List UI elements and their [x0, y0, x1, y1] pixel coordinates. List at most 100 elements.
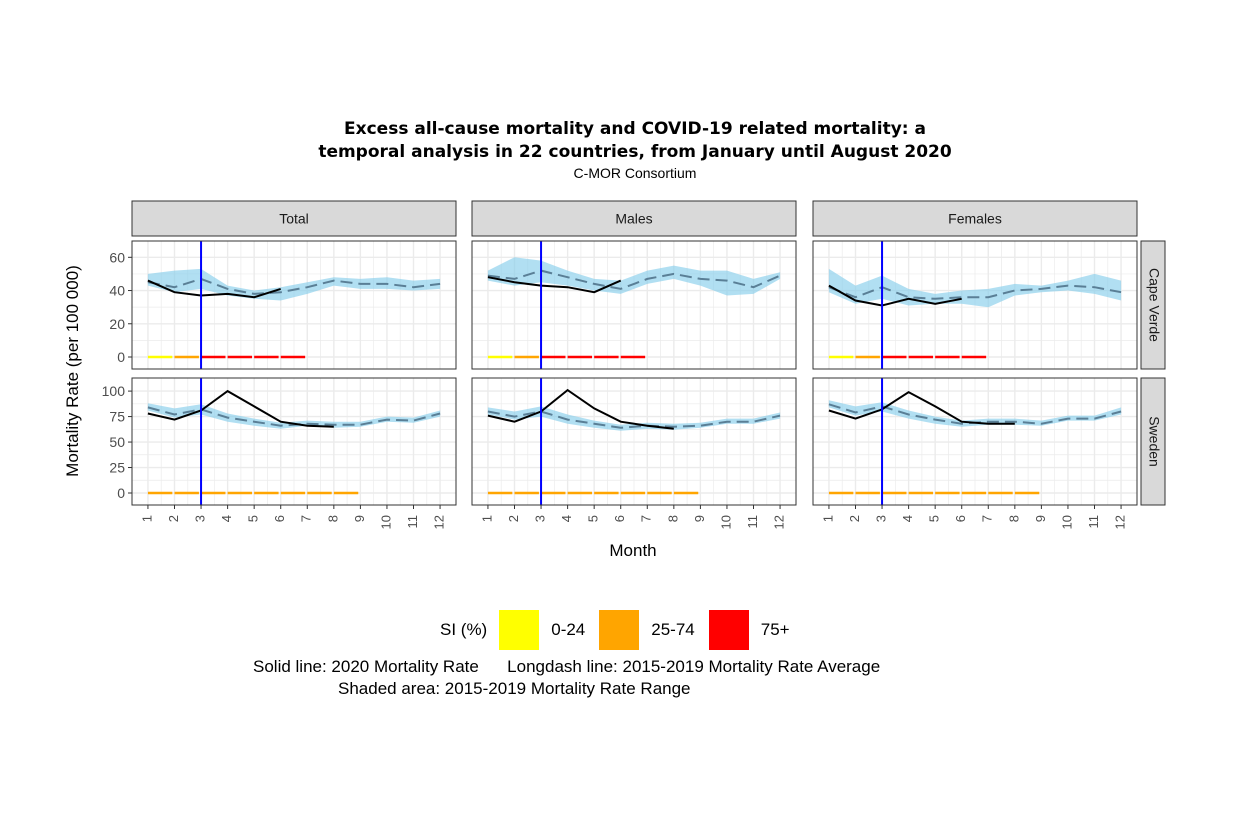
facet-strip-box	[131, 200, 457, 237]
x-tick-label: 10	[1059, 515, 1074, 529]
y-tick-label: 40	[109, 283, 125, 299]
x-tick-label: 1	[479, 515, 494, 522]
x-tick-label: 10	[378, 515, 393, 529]
y-tick-label: 25	[109, 460, 125, 476]
facet-strip-label-females: Females	[948, 211, 1002, 227]
panel-border	[131, 377, 457, 506]
x-tick-label: 12	[432, 515, 447, 529]
facet-row-strip-label-cape-verde: Cape Verde	[1146, 268, 1162, 342]
faceted-line-chart: Mortality Rate (per 100 000) Month Total…	[63, 200, 1166, 560]
y-tick-label: 50	[109, 434, 125, 450]
y-tick-label: 20	[109, 316, 125, 332]
facet-row-strip-sweden: Sweden	[1140, 377, 1166, 506]
chart-subtitle: C-MOR Consortium	[573, 165, 697, 181]
actual-2020-line	[487, 388, 674, 430]
x-tick-label: 8	[1006, 515, 1021, 522]
x-tick-label: 2	[166, 515, 181, 522]
panel-border	[812, 240, 1138, 370]
chart-title-line-2: temporal analysis in 22 countries, from …	[318, 142, 952, 162]
chart-title-line-1: Excess all-cause mortality and COVID-19 …	[344, 119, 926, 139]
x-tick-label: 7	[980, 515, 995, 522]
x-tick-label: 12	[772, 515, 787, 529]
x-tick-label: 2	[847, 515, 862, 522]
range-band	[828, 268, 1122, 308]
panel-border	[131, 240, 457, 370]
legend-key-25-74	[599, 610, 640, 650]
panel-sweden-males	[471, 377, 797, 506]
x-tick-label: 5	[927, 515, 942, 522]
si-legend: SI (%) 0-24 25-74 75+	[440, 610, 804, 650]
x-tick-label: 9	[692, 515, 707, 522]
x-tick-label: 5	[586, 515, 601, 522]
facet-strip-total: Total	[131, 200, 457, 237]
average-line	[147, 277, 441, 295]
facet-row-strip-box	[1140, 377, 1166, 506]
actual-2020-line	[828, 284, 962, 307]
x-tick-label: 6	[612, 515, 627, 522]
average-line	[487, 269, 781, 290]
range-band	[147, 268, 441, 301]
x-tick-label: 3	[192, 515, 207, 522]
panel-cape-verde-total	[131, 240, 457, 370]
x-tick-label: 4	[559, 515, 574, 522]
x-tick-label: 6	[272, 515, 287, 522]
x-tick-label: 6	[953, 515, 968, 522]
x-tick-label: 12	[1113, 515, 1128, 529]
y-axis-label: Mortality Rate (per 100 000)	[63, 265, 82, 477]
x-tick-label: 4	[219, 515, 234, 522]
y-tick-label: 75	[109, 409, 125, 425]
panel-cape-verde-females	[812, 240, 1138, 370]
panel-cape-verde-males	[471, 240, 797, 370]
actual-2020-line	[487, 276, 622, 294]
legend-label-25-74: 25-74	[651, 620, 695, 639]
facet-strip-females: Females	[812, 200, 1138, 237]
y-tick-label: 0	[117, 349, 125, 365]
x-tick-label: 7	[299, 515, 314, 522]
facet-row-strip-label-sweden: Sweden	[1146, 416, 1162, 467]
x-tick-label: 2	[506, 515, 521, 522]
x-tick-label: 10	[718, 515, 733, 529]
actual-2020-line	[147, 389, 334, 428]
x-tick-label: 5	[246, 515, 261, 522]
x-tick-label: 3	[873, 515, 888, 522]
facet-strip-label-total: Total	[279, 211, 309, 227]
x-axis-label: Month	[609, 541, 656, 560]
y-tick-label: 0	[117, 485, 125, 501]
x-tick-label: 7	[639, 515, 654, 522]
x-tick-label: 11	[1086, 515, 1101, 529]
range-band	[828, 400, 1122, 427]
x-tick-label: 11	[405, 515, 420, 529]
legend-label-0-24: 0-24	[551, 620, 586, 639]
panel-border	[471, 377, 797, 506]
y-tick-label: 60	[109, 249, 125, 265]
x-tick-label: 11	[745, 515, 760, 529]
legend-label-75-plus: 75+	[760, 620, 790, 639]
x-tick-label: 1	[820, 515, 835, 522]
legend-key-75-plus	[708, 610, 749, 650]
average-line	[487, 410, 781, 429]
facet-strip-box	[471, 200, 797, 237]
legend-note-shaded-area: Shaded area: 2015-2019 Mortality Rate Ra…	[338, 679, 691, 698]
x-tick-label: 9	[352, 515, 367, 522]
x-tick-label: 1	[139, 515, 154, 522]
range-band	[487, 257, 781, 296]
actual-2020-line	[828, 390, 1015, 425]
facet-row-strip-box	[1140, 240, 1166, 370]
average-line	[828, 284, 1122, 300]
x-tick-label: 3	[532, 515, 547, 522]
legend-key-0-24	[499, 610, 540, 650]
facet-strip-males: Males	[471, 200, 797, 237]
legend-note-lines: Solid line: 2020 Mortality Rate Longdash…	[253, 657, 881, 676]
panel-border	[812, 377, 1138, 506]
x-tick-label: 4	[900, 515, 915, 522]
actual-2020-line	[147, 279, 281, 299]
panel-sweden-females	[812, 377, 1138, 506]
panel-sweden-total	[131, 377, 457, 506]
panel-border	[471, 240, 797, 370]
y-tick-label: 100	[102, 383, 126, 399]
x-tick-label: 8	[325, 515, 340, 522]
x-tick-label: 8	[665, 515, 680, 522]
x-tick-label: 9	[1033, 515, 1048, 522]
facet-strip-label-males: Males	[615, 211, 652, 227]
chart-title-block: Excess all-cause mortality and COVID-19 …	[0, 118, 1240, 182]
